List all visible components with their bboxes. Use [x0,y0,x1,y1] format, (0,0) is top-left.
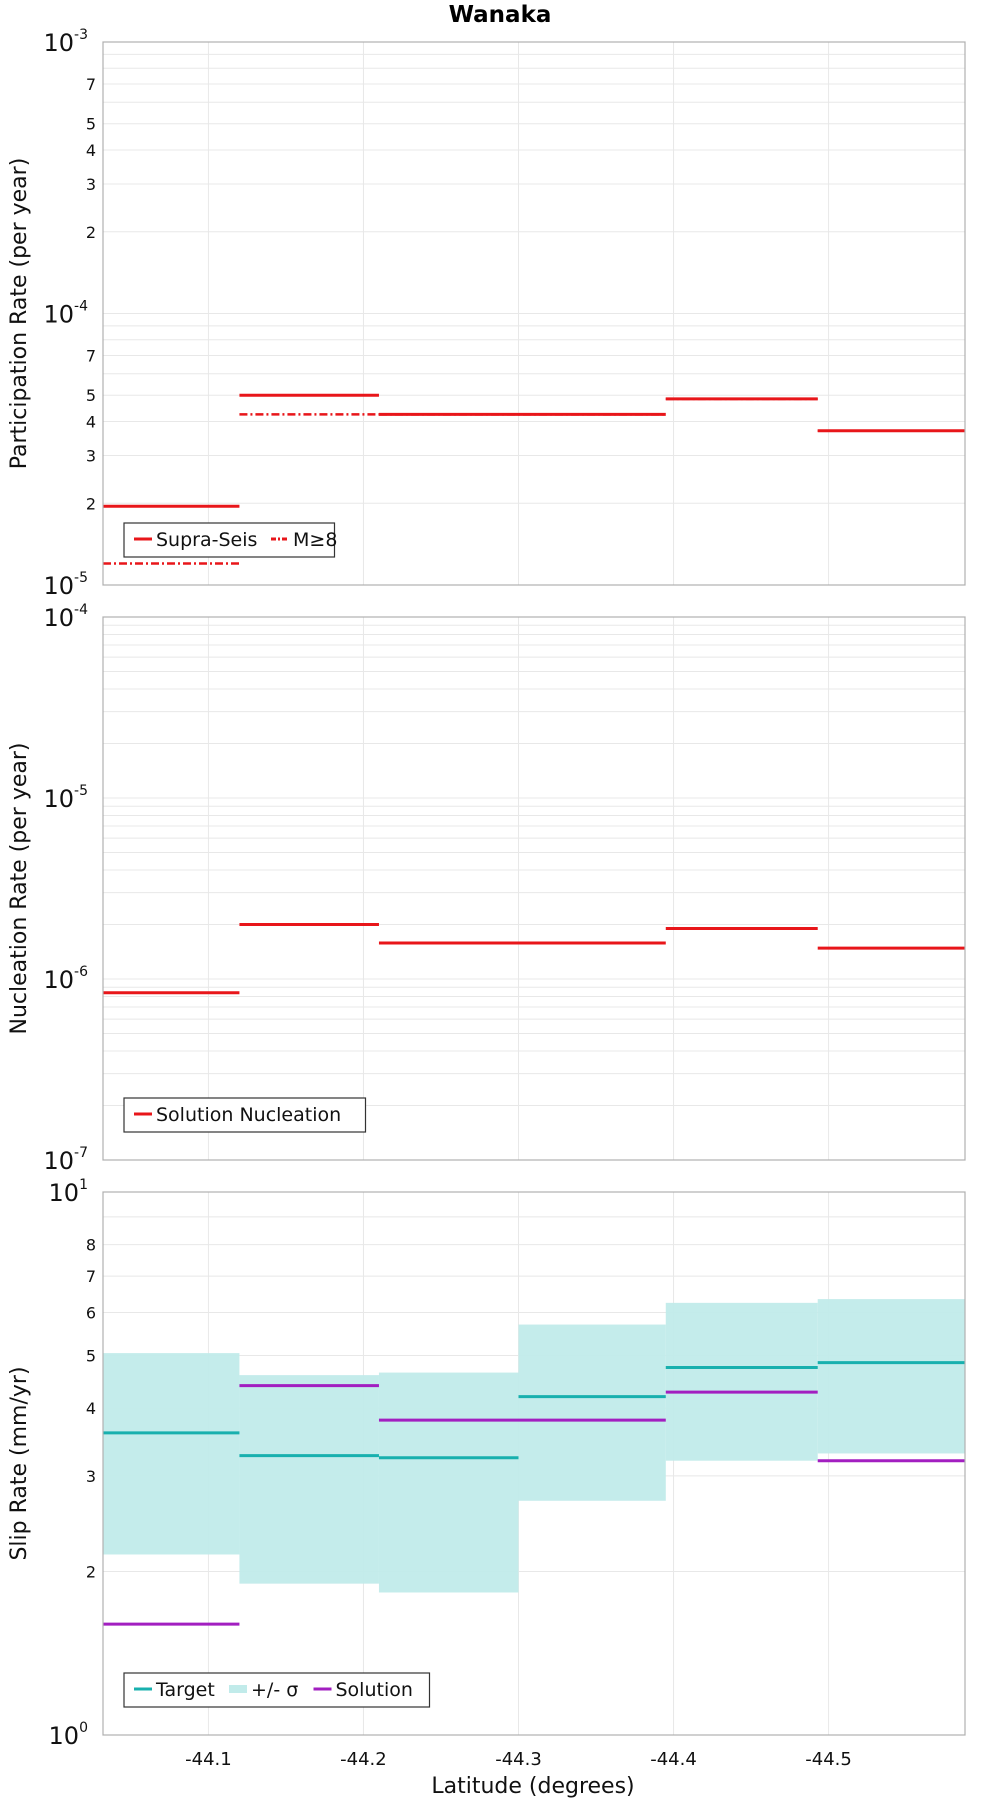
y-axis-label: Participation Rate (per year) [7,158,32,470]
legend-entry: M≥8 [293,529,337,551]
legend-entry: Target [155,1679,215,1701]
x-axis-label: Latitude (degrees) [431,1774,634,1799]
legend-entry: Solution [336,1679,413,1701]
panel-3: 100 2 3 4 5 6 7 8 101 Slip Rate (mm/yr) Target +/- … [7,1177,966,1770]
y-tick-label: 2 [86,494,96,513]
y-tick-label: 4 [86,141,96,160]
y-tick-label: 10-5 [43,570,88,600]
y-tick-label: 10-5 [43,783,88,813]
y-tick-label: 2 [86,1563,96,1582]
x-tick-label: -44.1 [185,1749,232,1770]
sigma-band-segment [665,1302,818,1461]
y-tick-label: 7 [86,347,96,366]
sigma-band-segment [518,1324,666,1501]
plot-frame [102,41,966,586]
x-tick-label: -44.3 [495,1749,542,1770]
legend-box [123,1672,431,1708]
y-tick-label: 10-4 [43,299,88,329]
y-tick-label: 10-6 [43,964,88,994]
y-tick-label: 8 [86,1236,96,1255]
legend-box [123,522,336,558]
legend-swatch [229,1685,247,1693]
legend: Solution Nucleation [123,1097,367,1133]
y-tick-label: 5 [86,386,96,405]
sigma-band-segment [817,1299,965,1454]
y-tick-label: 3 [86,1467,96,1486]
legend: Supra-Seis M≥8 [123,522,337,558]
y-tick-label: 3 [86,446,96,465]
sigma-band-segment [103,1353,240,1555]
y-tick-label: 2 [86,223,96,242]
sigma-band-segment [378,1372,519,1593]
x-tick-label: -44.4 [650,1749,697,1770]
x-tick-label: -44.2 [340,1749,387,1770]
y-tick-label: 10-3 [43,27,88,57]
y-tick-label: 100 [49,1720,88,1750]
y-tick-label: 4 [86,1399,96,1418]
y-axis-label: Nucleation Rate (per year) [7,743,32,1035]
y-tick-label: 5 [86,1346,96,1365]
legend-box [123,1097,367,1133]
sigma-band-segment [239,1375,379,1584]
y-tick-label: 3 [86,175,96,194]
y-tick-label: 7 [86,75,96,94]
legend: Target +/- σ Solution [123,1672,431,1708]
x-tick-label: -44.5 [805,1749,852,1770]
y-tick-label: 101 [49,1177,88,1207]
y-tick-label: 10-4 [43,602,88,632]
legend-entry: Solution Nucleation [156,1104,341,1126]
legend-entry: Supra-Seis [156,529,257,551]
y-tick-label: 4 [86,413,96,432]
y-tick-label: 6 [86,1303,96,1322]
plot-frame [102,616,966,1161]
panel-1: 10-5 2 3 4 5 7 10-4 2 3 4 5 7 10-3 Participation Rate… [7,27,966,600]
chart-title: Wanaka [449,2,552,28]
y-tick-label: 7 [86,1267,96,1286]
y-tick-label: 5 [86,115,96,134]
y-axis-label: Slip Rate (mm/yr) [7,1366,32,1560]
panel-2: 10-7 10-6 10-5 10-4 Nucleation Rate (per yea… [7,602,966,1175]
legend-entry: +/- σ [251,1679,298,1701]
y-tick-label: 10-7 [43,1145,88,1175]
plot-frame [102,1191,966,1736]
